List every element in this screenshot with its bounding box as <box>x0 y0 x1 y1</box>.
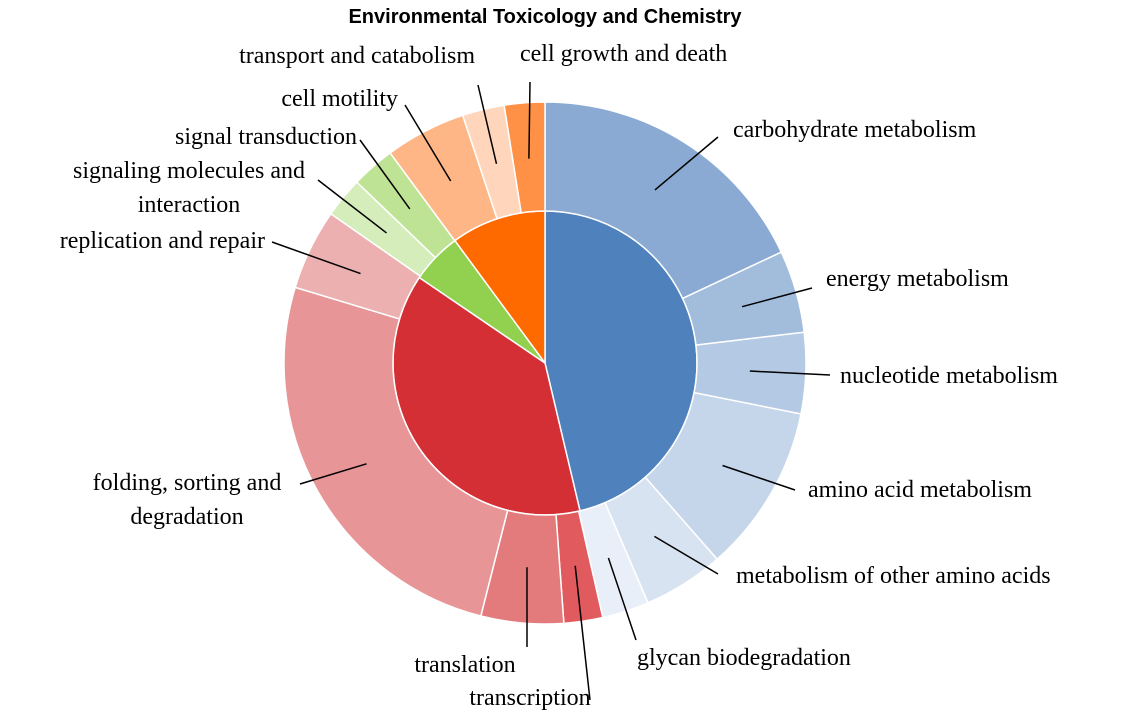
slice-label: signal transduction <box>175 124 357 150</box>
leader-line <box>317 179 387 234</box>
slice-label: transport and catabolism <box>239 43 475 69</box>
slice-label: cell motility <box>281 86 398 112</box>
leader-line <box>574 565 591 701</box>
slice-label: nucleotide metabolism <box>840 363 1058 389</box>
leader-line <box>271 241 361 275</box>
leader-line <box>299 463 367 485</box>
leader-line <box>359 139 411 210</box>
leader-line <box>741 287 813 308</box>
leader-line <box>528 81 531 159</box>
slice-label: glycan biodegradation <box>637 645 851 671</box>
slice-label: cell growth and death <box>520 41 728 67</box>
slice-label: translation <box>414 652 516 678</box>
leader-line <box>607 557 637 641</box>
slice-label: metabolism of other amino acids <box>736 563 1051 589</box>
slice-label: energy metabolism <box>826 266 1009 292</box>
slice-label: carbohydrate metabolism <box>733 117 977 143</box>
leader-line <box>654 136 719 191</box>
outer-slice <box>283 286 509 617</box>
leader-line <box>477 84 498 164</box>
leader-line <box>654 535 719 575</box>
slice-label: transcription <box>469 685 591 711</box>
slice-label: folding, sorting and degradation <box>92 470 282 530</box>
slice-label: signaling molecules and interaction <box>73 158 305 218</box>
outer-slice <box>503 101 546 214</box>
chart-title: Environmental Toxicology and Chemistry <box>348 6 742 28</box>
leader-line <box>722 464 796 491</box>
slice-label: amino acid metabolism <box>808 477 1032 503</box>
slice-label: replication and repair <box>59 228 265 254</box>
leader-line <box>749 370 831 376</box>
outer-slice <box>544 101 783 300</box>
leader-line <box>404 104 452 182</box>
